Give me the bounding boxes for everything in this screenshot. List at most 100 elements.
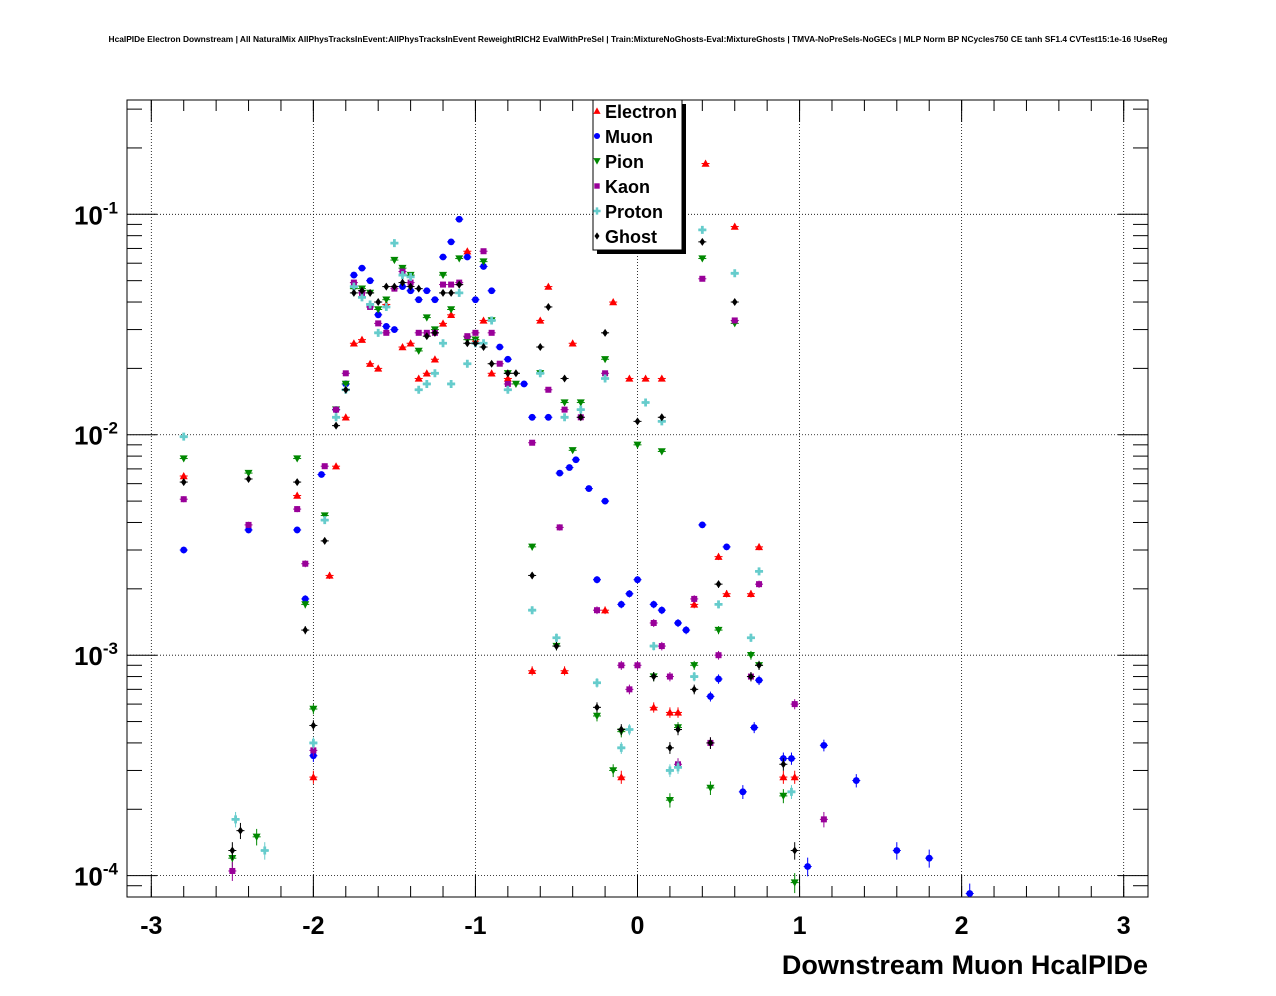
marker-circle (431, 296, 439, 304)
marker-cross (755, 567, 764, 576)
marker-square (245, 521, 252, 528)
marker-triangle-up (544, 282, 553, 290)
series-kaon (179, 248, 828, 881)
marker-triangle-down (398, 264, 407, 273)
marker-square (691, 595, 698, 602)
marker-circle (350, 271, 358, 279)
marker-cross (406, 272, 415, 281)
marker-diamond (748, 672, 754, 681)
marker-cross (625, 725, 634, 734)
y-tick-base: 10 (74, 421, 103, 451)
marker-square (504, 380, 511, 387)
x-tick-label: 2 (955, 912, 969, 940)
marker-triangle-up (674, 708, 683, 716)
legend-label-muon: Muon (605, 127, 653, 147)
marker-diamond (333, 421, 339, 430)
marker-cross (657, 417, 666, 426)
marker-circle (415, 296, 423, 304)
marker-cross (552, 633, 561, 642)
marker-cross (366, 300, 375, 309)
marker-circle (739, 788, 747, 796)
marker-circle (674, 619, 682, 627)
marker-triangle-down (690, 662, 699, 670)
marker-cross (455, 288, 464, 297)
series-proton (179, 225, 796, 860)
marker-square (440, 281, 447, 288)
marker-square (333, 406, 340, 413)
marker-square (415, 329, 422, 336)
marker-diamond (650, 672, 657, 681)
y-tick-base: 10 (74, 200, 103, 230)
marker-triangle-up (593, 107, 601, 114)
marker-square (383, 329, 390, 336)
marker-triangle-up (601, 606, 610, 614)
marker-triangle-down (633, 441, 642, 449)
marker-cross (730, 269, 739, 278)
marker-circle (966, 890, 974, 897)
marker-triangle-down (374, 306, 383, 314)
marker-square (791, 701, 798, 708)
marker-triangle-up (665, 708, 674, 716)
marker-diamond (432, 328, 438, 337)
marker-diamond (472, 339, 479, 348)
marker-circle (358, 264, 366, 272)
marker-circle (682, 626, 690, 634)
marker-cross (487, 316, 496, 325)
marker-circle (544, 413, 552, 421)
marker-diamond (424, 332, 430, 341)
marker-triangle-up (528, 666, 537, 674)
marker-circle (634, 576, 641, 584)
x-tick-labels: -3 -2 -1 0 1 2 3 (140, 912, 1130, 940)
marker-square (488, 329, 495, 336)
marker-triangle-down (511, 380, 520, 388)
marker-circle (245, 526, 252, 534)
marker-diamond (383, 282, 390, 291)
marker-cross (398, 271, 407, 280)
marker-triangle-up (536, 316, 545, 324)
marker-triangle-up (746, 589, 755, 597)
x-tick-label: -2 (302, 912, 324, 940)
marker-triangle-down (320, 512, 329, 520)
marker-cross (390, 239, 399, 248)
marker-circle (301, 595, 309, 603)
marker-triangle-down (568, 447, 577, 455)
marker-diamond (667, 743, 673, 752)
marker-cross (690, 672, 699, 681)
marker-triangle-up (609, 298, 618, 306)
marker-triangle-down (665, 796, 674, 805)
marker-circle (447, 238, 455, 246)
marker-diamond (791, 846, 798, 855)
marker-square (448, 281, 455, 288)
marker-triangle-down (714, 626, 723, 635)
marker-diamond (456, 280, 463, 289)
marker-square (593, 607, 600, 614)
marker-circle (698, 521, 706, 529)
marker-square (310, 747, 317, 754)
marker-triangle-down (746, 651, 755, 660)
marker-triangle-down (592, 712, 601, 720)
marker-circle (520, 380, 528, 388)
marker-triangle-down (657, 448, 666, 456)
marker-cross (332, 413, 341, 422)
marker-square (342, 370, 349, 377)
marker-square (545, 386, 552, 393)
y-tick-label: 10-1 (74, 198, 118, 230)
marker-circle (480, 263, 487, 270)
legend-label-ghost: Ghost (605, 227, 657, 247)
y-tick-label: 10-2 (74, 419, 118, 451)
marker-triangle-down (301, 601, 310, 609)
marker-triangle-up (730, 222, 739, 230)
marker-square (594, 183, 600, 189)
marker-circle (707, 693, 714, 700)
marker-cross (320, 516, 329, 525)
y-tick-label: 10-3 (74, 639, 118, 671)
marker-diamond (302, 626, 309, 635)
marker-triangle-down (560, 399, 569, 407)
marker-circle (617, 600, 625, 608)
marker-cross (231, 815, 240, 824)
marker-circle (852, 777, 860, 784)
marker-diamond (310, 721, 317, 730)
marker-triangle-up (649, 703, 658, 711)
x-tick-label: -1 (464, 912, 486, 940)
marker-diamond (359, 286, 365, 295)
